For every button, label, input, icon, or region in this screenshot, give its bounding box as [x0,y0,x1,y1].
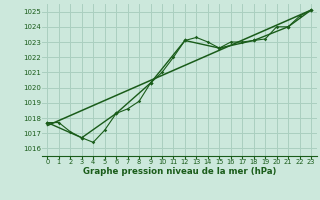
X-axis label: Graphe pression niveau de la mer (hPa): Graphe pression niveau de la mer (hPa) [83,167,276,176]
